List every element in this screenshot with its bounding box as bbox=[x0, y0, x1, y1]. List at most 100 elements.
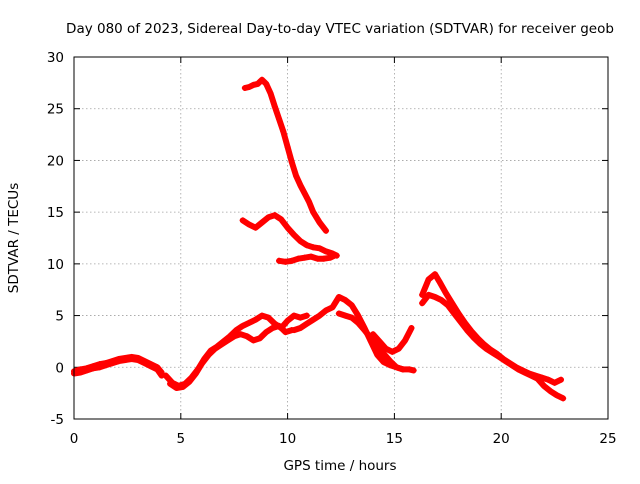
data-point bbox=[284, 143, 291, 150]
x-tick-label: 20 bbox=[493, 431, 510, 447]
data-point bbox=[256, 335, 263, 342]
data-point bbox=[451, 310, 458, 317]
data-point bbox=[457, 318, 464, 325]
data-point bbox=[250, 337, 257, 344]
series-arc-7 bbox=[370, 324, 415, 355]
data-point bbox=[528, 372, 535, 379]
series-arc-9 bbox=[239, 212, 340, 259]
data-point bbox=[224, 337, 231, 344]
data-point bbox=[406, 366, 413, 373]
data-point bbox=[476, 340, 483, 347]
series-line bbox=[241, 76, 329, 234]
data-point bbox=[470, 334, 477, 341]
data-point bbox=[284, 317, 291, 324]
data-point bbox=[162, 372, 169, 379]
data-point bbox=[218, 341, 225, 348]
data-point bbox=[515, 366, 522, 373]
axis-ticks: 0 5 10 15 20 25 -5 0 5 10 15 20 25 30 bbox=[47, 50, 617, 447]
x-tick-label: 15 bbox=[386, 431, 403, 447]
series-line bbox=[167, 322, 295, 391]
data-point bbox=[77, 369, 84, 376]
chart-title: Day 080 of 2023, Sidereal Day-to-day VTE… bbox=[66, 21, 614, 37]
data-point bbox=[348, 302, 355, 309]
data-point bbox=[436, 278, 443, 285]
data-point bbox=[534, 375, 541, 382]
y-tick-label: 25 bbox=[47, 102, 64, 118]
data-point bbox=[250, 81, 257, 88]
y-axis-label: SDTVAR / TECUs bbox=[6, 183, 22, 293]
data-point bbox=[449, 300, 456, 307]
y-tick-label: 30 bbox=[47, 50, 64, 66]
data-point bbox=[246, 319, 253, 326]
series-line bbox=[419, 291, 567, 402]
data-point bbox=[376, 338, 383, 345]
series-arc-12 bbox=[419, 291, 567, 402]
data-point bbox=[310, 209, 317, 216]
data-point bbox=[320, 255, 327, 262]
data-point bbox=[297, 238, 304, 245]
data-point bbox=[276, 116, 283, 123]
data-point bbox=[489, 349, 496, 356]
data-point bbox=[258, 76, 265, 83]
data-point bbox=[237, 331, 244, 338]
series-arc-8 bbox=[241, 76, 330, 234]
data-point bbox=[147, 363, 154, 370]
data-point bbox=[399, 366, 406, 373]
data-point bbox=[263, 329, 270, 336]
data-point bbox=[141, 360, 148, 367]
data-point bbox=[483, 345, 490, 352]
data-point bbox=[342, 297, 349, 304]
data-point bbox=[374, 351, 381, 358]
y-tick-label: 15 bbox=[47, 205, 64, 221]
data-point bbox=[540, 382, 547, 389]
data-point bbox=[444, 302, 451, 309]
data-point bbox=[370, 331, 377, 338]
data-point bbox=[271, 212, 278, 219]
data-point bbox=[269, 324, 276, 331]
data-point bbox=[355, 319, 362, 326]
data-point bbox=[205, 351, 212, 358]
data-point bbox=[521, 369, 528, 376]
data-point bbox=[276, 322, 283, 329]
x-tick-label: 25 bbox=[599, 431, 616, 447]
data-point bbox=[297, 324, 304, 331]
data-point bbox=[258, 312, 265, 319]
data-point bbox=[316, 219, 323, 226]
data-point bbox=[303, 242, 310, 249]
data-point bbox=[246, 221, 253, 228]
data-point bbox=[393, 364, 400, 371]
data-point bbox=[380, 350, 387, 357]
x-tick-label: 0 bbox=[70, 431, 79, 447]
data-point bbox=[271, 103, 278, 110]
data-point bbox=[308, 253, 315, 260]
data-point bbox=[425, 291, 432, 298]
data-point bbox=[305, 198, 312, 205]
data-point bbox=[382, 345, 389, 352]
data-point bbox=[244, 333, 251, 340]
data-point bbox=[402, 337, 409, 344]
series-line bbox=[276, 252, 338, 265]
y-tick-label: 10 bbox=[47, 257, 64, 273]
plot-frame bbox=[73, 56, 609, 420]
data-point bbox=[361, 327, 368, 334]
data-point bbox=[267, 90, 274, 97]
data-point bbox=[425, 276, 432, 283]
data-point bbox=[558, 376, 565, 383]
data-point bbox=[442, 289, 449, 296]
series-arc-4 bbox=[167, 322, 295, 391]
data-point bbox=[295, 255, 302, 262]
data-point bbox=[231, 333, 238, 340]
data-point bbox=[502, 358, 509, 365]
data-point bbox=[263, 80, 270, 87]
data-point bbox=[291, 327, 298, 334]
y-tick-label: -5 bbox=[51, 412, 64, 428]
data-point bbox=[96, 364, 103, 371]
data-point bbox=[284, 224, 291, 231]
data-point bbox=[323, 307, 330, 314]
data-point bbox=[410, 367, 417, 374]
data-point bbox=[239, 217, 246, 224]
data-point bbox=[431, 293, 438, 300]
data-point bbox=[374, 343, 381, 350]
data-point bbox=[241, 85, 248, 92]
